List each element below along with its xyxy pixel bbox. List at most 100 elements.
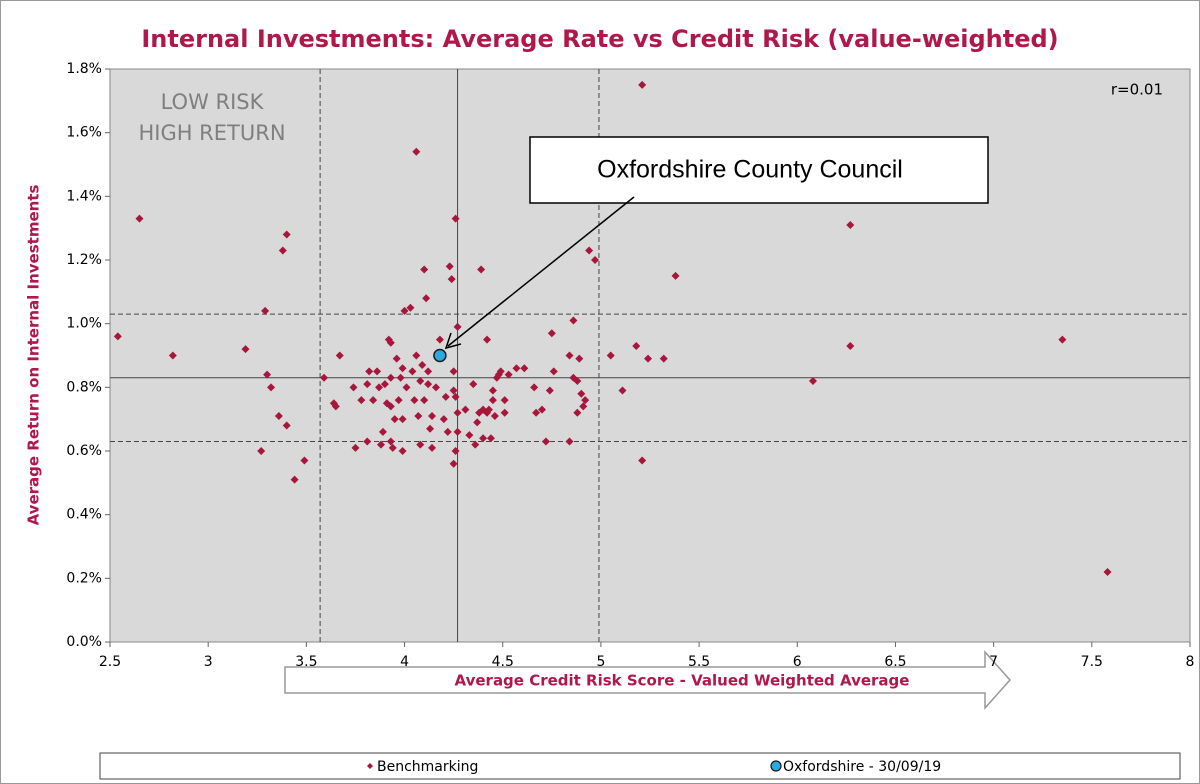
point bbox=[479, 434, 488, 443]
point bbox=[451, 392, 460, 401]
legend-label: Oxfordshire - 30/09/19 bbox=[783, 759, 941, 775]
point bbox=[471, 440, 480, 449]
point bbox=[449, 367, 458, 376]
point bbox=[453, 427, 462, 436]
point bbox=[363, 437, 372, 446]
point bbox=[1058, 335, 1067, 344]
point bbox=[416, 376, 425, 385]
point bbox=[488, 396, 497, 405]
point bbox=[573, 376, 582, 385]
point bbox=[267, 383, 276, 392]
point bbox=[638, 80, 647, 89]
point bbox=[400, 306, 409, 315]
point bbox=[530, 383, 539, 392]
y-tick-label: 0.0% bbox=[66, 634, 102, 650]
point bbox=[386, 338, 395, 347]
point bbox=[320, 373, 329, 382]
x-axis-arrow bbox=[284, 650, 1012, 710]
legend-marker bbox=[367, 763, 373, 769]
point bbox=[386, 402, 395, 411]
point bbox=[416, 440, 425, 449]
x-tick-label: 7.5 bbox=[1081, 654, 1103, 670]
point bbox=[135, 214, 144, 223]
point bbox=[579, 402, 588, 411]
x-tick-label: 5 bbox=[596, 654, 605, 670]
legend-label: Benchmarking bbox=[377, 759, 478, 775]
point bbox=[412, 351, 421, 360]
point bbox=[461, 405, 470, 414]
point bbox=[581, 396, 590, 405]
point bbox=[483, 335, 492, 344]
point bbox=[386, 373, 395, 382]
point bbox=[365, 367, 374, 376]
point bbox=[441, 392, 450, 401]
point bbox=[398, 447, 407, 455]
point bbox=[644, 354, 653, 363]
point bbox=[532, 408, 541, 417]
point bbox=[113, 332, 122, 341]
point bbox=[500, 396, 509, 405]
point bbox=[453, 408, 462, 417]
point bbox=[569, 316, 578, 325]
point bbox=[638, 456, 647, 465]
point bbox=[577, 389, 586, 398]
point bbox=[443, 427, 452, 436]
point bbox=[426, 424, 435, 433]
point bbox=[408, 367, 417, 376]
point bbox=[549, 367, 558, 376]
y-tick-label: 1.8% bbox=[66, 61, 102, 77]
point bbox=[520, 364, 529, 373]
point bbox=[541, 437, 550, 446]
point bbox=[375, 383, 384, 392]
point bbox=[428, 443, 437, 452]
point bbox=[545, 386, 554, 395]
annotation: HIGH RETURN bbox=[138, 121, 285, 145]
point bbox=[439, 415, 448, 424]
point bbox=[422, 294, 431, 303]
point bbox=[431, 383, 440, 392]
point bbox=[591, 256, 600, 264]
point bbox=[376, 440, 385, 449]
point bbox=[671, 271, 680, 280]
legend bbox=[99, 752, 1181, 780]
point bbox=[846, 220, 855, 229]
callout-arrowhead bbox=[444, 332, 462, 350]
point bbox=[331, 402, 340, 411]
point bbox=[451, 447, 460, 455]
x-tick-label: 4 bbox=[400, 654, 409, 670]
x-tick-label: 3 bbox=[204, 654, 213, 670]
y-tick-label: 1.4% bbox=[66, 188, 102, 204]
point bbox=[547, 329, 556, 338]
point bbox=[1103, 567, 1112, 576]
point bbox=[445, 262, 454, 271]
x-tick-label: 7 bbox=[989, 654, 998, 670]
point bbox=[512, 364, 521, 373]
point bbox=[392, 354, 401, 363]
x-tick-label: 5.5 bbox=[688, 654, 710, 670]
point bbox=[486, 434, 495, 443]
point bbox=[412, 147, 421, 156]
point bbox=[846, 341, 855, 350]
point bbox=[488, 386, 497, 395]
point bbox=[257, 447, 266, 455]
point bbox=[659, 354, 668, 363]
y-tick-label: 1.0% bbox=[66, 316, 102, 332]
point bbox=[808, 376, 817, 385]
point bbox=[168, 351, 177, 360]
point bbox=[410, 396, 419, 405]
point bbox=[504, 370, 513, 379]
point bbox=[420, 396, 429, 405]
y-tick-label: 1.2% bbox=[66, 252, 102, 268]
y-tick-label: 0.4% bbox=[66, 507, 102, 523]
point bbox=[418, 361, 427, 370]
y-axis-label: Average Return on Internal Investments bbox=[25, 185, 43, 526]
point bbox=[428, 411, 437, 420]
point bbox=[261, 306, 270, 315]
x-tick-label: 4.5 bbox=[492, 654, 514, 670]
point bbox=[420, 265, 429, 274]
x-tick-label: 3.5 bbox=[295, 654, 317, 670]
point bbox=[263, 370, 272, 379]
point bbox=[424, 367, 433, 376]
point bbox=[290, 475, 299, 484]
point bbox=[386, 437, 395, 446]
